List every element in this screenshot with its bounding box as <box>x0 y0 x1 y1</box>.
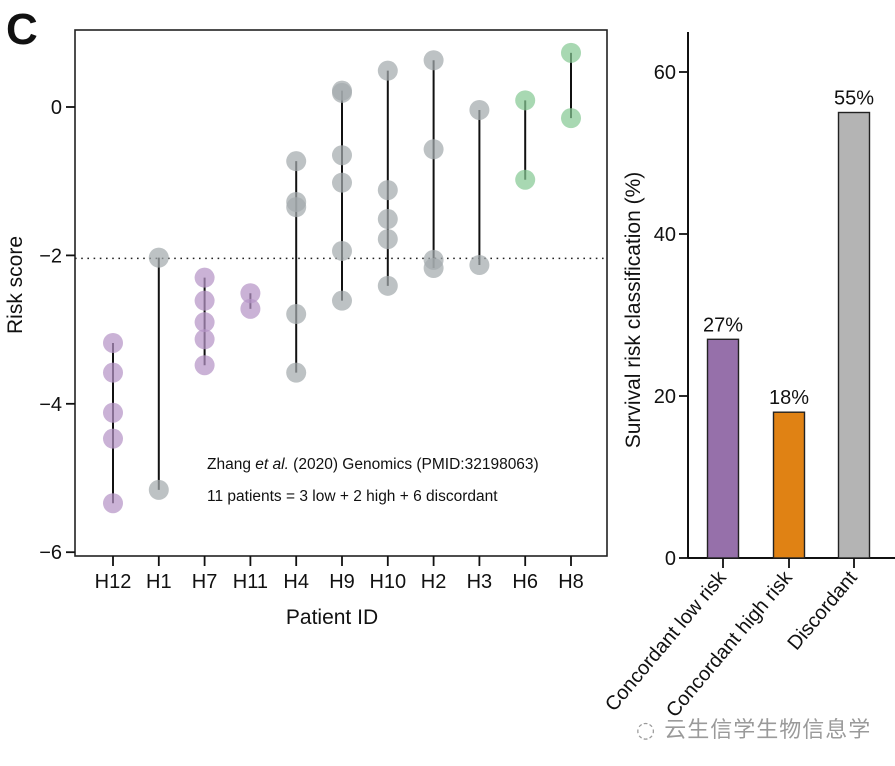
x-tick-label: H11 <box>233 571 268 593</box>
x-tick-label: H9 <box>329 571 355 593</box>
annotation-source: (2020) Genomics (PMID:32198063) <box>289 456 539 473</box>
bar-1 <box>706 338 740 559</box>
bar-3 <box>837 111 871 559</box>
range-lines <box>112 52 572 504</box>
classification-bar-chart: 0 20 40 60 27% 18% 55% Concordant low riskCon… <box>601 32 895 722</box>
bar-data-label: 27% <box>703 314 743 336</box>
data-point-h3 <box>469 99 490 120</box>
data-point-h2 <box>423 258 444 279</box>
y-axis: 0 −2 −4 −6 <box>39 97 75 564</box>
data-point-h1 <box>148 247 169 268</box>
x-tick-label: H6 <box>512 571 538 593</box>
x-tick-label: H3 <box>467 571 493 593</box>
data-point-h10 <box>377 275 398 296</box>
data-point-h12 <box>103 493 123 514</box>
x-tick-label: H7 <box>192 571 218 593</box>
data-point-h8 <box>561 42 581 63</box>
bar-category-label: Concordant low risk <box>601 566 731 715</box>
x-tick-label: H4 <box>283 571 309 593</box>
data-point-h7 <box>194 355 215 376</box>
data-point-h10 <box>377 180 398 201</box>
bar-y-tick-label: 0 <box>665 548 676 570</box>
data-point-h4 <box>286 151 307 172</box>
panel-label: C <box>6 5 38 54</box>
data-point-h10 <box>377 60 398 81</box>
data-point-h12 <box>103 362 123 383</box>
watermark: ◌ 云生信学生物信息学 <box>636 712 871 744</box>
data-point-h1 <box>148 479 169 500</box>
data-point-h4 <box>286 362 307 383</box>
data-point-h8 <box>561 108 581 129</box>
y-axis-label: Risk score <box>4 236 27 334</box>
annotation-author: Zhang <box>207 456 255 473</box>
x-axis-label: Patient ID <box>286 606 378 629</box>
data-point-h10 <box>377 229 398 250</box>
bar-data-label: 55% <box>834 88 874 110</box>
bar-data-label: 18% <box>769 387 809 409</box>
x-tick-label: H12 <box>95 571 132 593</box>
data-point-h12 <box>103 332 123 353</box>
annotation-etal: et al. <box>255 456 289 473</box>
bar-y-tick-label: 20 <box>654 386 676 408</box>
x-tick-label: H2 <box>421 571 447 593</box>
x-axis: H12 H1 H7 H11 H4 H9 H10 H2 H3 H6 H8 <box>95 556 584 593</box>
data-point-h11 <box>240 298 261 319</box>
y-tick-label: −6 <box>39 542 62 564</box>
bar-y-tick-label: 40 <box>654 224 676 246</box>
data-point-h3 <box>469 255 490 276</box>
y-tick-label: −4 <box>39 394 62 416</box>
data-point-h10 <box>377 209 398 230</box>
y-tick-label: 0 <box>51 97 62 119</box>
data-point-h12 <box>103 428 123 449</box>
data-point-h7 <box>194 312 215 333</box>
data-points <box>103 42 581 514</box>
x-tick-label: H10 <box>369 571 406 593</box>
data-point-h11 <box>240 283 261 304</box>
data-point-h9 <box>332 172 352 193</box>
data-point-h7 <box>194 329 215 350</box>
y-tick-label: −2 <box>39 245 62 267</box>
data-point-h6 <box>515 169 536 190</box>
data-point-h7 <box>194 267 215 288</box>
bar-y-axis: 0 20 40 60 <box>654 62 688 570</box>
bar-2 <box>772 411 806 559</box>
data-point-h4 <box>286 304 307 325</box>
bar-category-label: Concordant high risk <box>662 566 797 721</box>
watermark-text: 云生信学生物信息学 <box>664 718 872 743</box>
data-point-h2 <box>423 139 444 160</box>
data-point-h9 <box>332 290 352 311</box>
bars: 27% 18% 55% <box>703 88 874 559</box>
bar-category-label: Discordant <box>784 567 863 655</box>
data-point-h2 <box>423 50 444 71</box>
bar-y-tick-label: 60 <box>654 62 676 84</box>
data-point-h7 <box>194 290 215 311</box>
data-point-h9 <box>332 145 352 166</box>
x-tick-label: H1 <box>146 571 172 593</box>
wechat-icon: ◌ <box>636 718 657 743</box>
data-point-h6 <box>515 90 536 111</box>
annotation-summary: 11 patients = 3 low + 2 high + 6 discord… <box>207 488 498 505</box>
plot-frame <box>74 29 608 557</box>
data-point-h12 <box>103 402 123 423</box>
annotation-citation: Zhang et al. (2020) Genomics (PMID:32198… <box>207 456 539 473</box>
data-point-h9 <box>332 240 352 261</box>
x-tick-label: H8 <box>558 571 584 593</box>
risk-score-plot: 0 −2 −4 −6 H12 H1 H7 H11 H4 H9 H10 H2 H3 H6 H8 Risk s… <box>4 29 608 629</box>
bar-y-axis-label: Survival risk classification (%) <box>622 172 645 449</box>
data-point-h9 <box>332 82 352 103</box>
data-point-h4 <box>286 197 307 218</box>
